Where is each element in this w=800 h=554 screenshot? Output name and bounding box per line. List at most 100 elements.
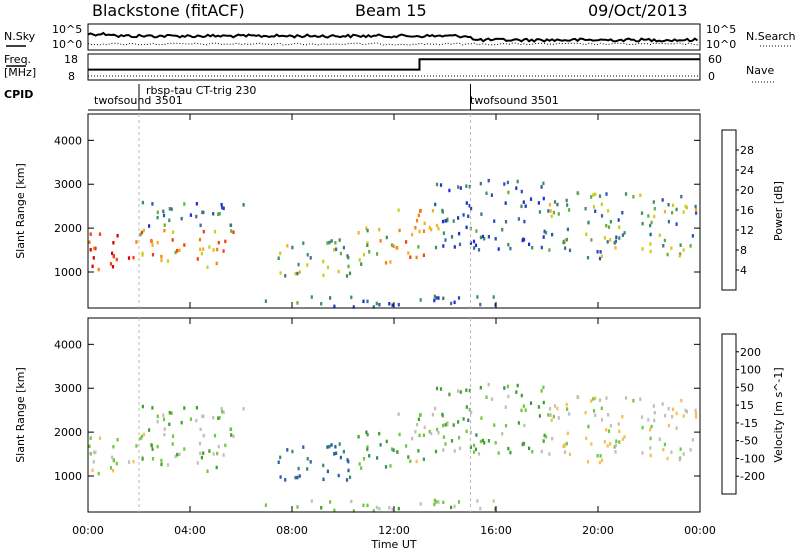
velocity-cell — [689, 448, 692, 452]
power-cell — [529, 197, 533, 201]
velocity-cell — [215, 465, 218, 470]
velocity-cell — [649, 446, 652, 450]
velocity-cell — [494, 441, 497, 445]
power-cell — [168, 218, 171, 223]
velocity-cell — [614, 443, 617, 448]
power-cell — [641, 221, 644, 226]
power-cell — [439, 183, 443, 187]
velocity-cell — [662, 448, 665, 452]
velocity-cell — [632, 399, 635, 403]
power-cell — [347, 264, 350, 269]
velocity-cell — [624, 396, 628, 400]
velocity-cell — [218, 416, 221, 420]
velocity-cell — [398, 432, 401, 437]
power-cell — [416, 218, 419, 223]
power-cell — [180, 216, 183, 221]
power-cell — [229, 223, 232, 227]
velocity-cell — [195, 406, 198, 410]
power-cell — [639, 193, 642, 197]
power-cell — [617, 218, 620, 222]
velocity-cell — [470, 410, 473, 415]
velocity-cell — [89, 452, 92, 456]
power-cell — [160, 258, 163, 263]
velocity-cell — [684, 408, 687, 413]
velocity-cell — [670, 450, 673, 454]
colorbar-tick-label: 100 — [740, 364, 761, 377]
power-cell — [444, 219, 447, 223]
power-cell — [566, 203, 569, 207]
velocity-cell — [667, 407, 670, 411]
power-cell — [333, 304, 336, 309]
power-cell — [338, 238, 341, 242]
time-tick-label: 00:00 — [684, 524, 716, 537]
power-cell — [590, 238, 593, 242]
velocity-cell — [97, 471, 100, 476]
power-cell — [520, 204, 523, 209]
velocity-cell — [614, 450, 617, 454]
power-cell — [649, 232, 652, 237]
velocity-cell — [487, 382, 490, 387]
velocity-cell — [472, 443, 476, 448]
velocity-cell — [606, 444, 609, 448]
power-cell — [218, 212, 221, 216]
power-cell — [398, 228, 401, 233]
velocity-cell — [507, 394, 510, 399]
power-cell — [682, 248, 685, 252]
velocity-cell — [565, 441, 568, 446]
power-cell — [606, 240, 609, 244]
power-cell — [520, 189, 523, 194]
power-cell — [111, 265, 115, 269]
velocity-cell — [453, 504, 456, 509]
power-cell — [609, 238, 612, 242]
power-cell — [176, 248, 179, 253]
power-cell — [618, 225, 621, 229]
velocity-cell — [338, 442, 341, 446]
velocity-cell — [522, 442, 526, 446]
power-cell — [91, 264, 94, 269]
power-cell — [596, 250, 599, 254]
power-cell — [160, 254, 163, 259]
velocity-cell — [540, 449, 543, 454]
velocity-cell — [229, 427, 232, 431]
power-cell — [183, 202, 186, 206]
velocity-cell — [618, 429, 621, 433]
velocity-cell — [549, 413, 552, 417]
velocity-cell — [523, 423, 526, 428]
velocity-cell — [433, 498, 436, 503]
velocity-cell — [160, 458, 163, 463]
power-cell — [433, 294, 436, 299]
power-cell — [662, 244, 665, 248]
velocity-cell — [160, 462, 163, 467]
power-cell — [378, 227, 381, 232]
velocity-cell — [418, 433, 421, 438]
power-cell — [590, 195, 593, 199]
power-cell — [552, 210, 555, 215]
velocity-cell — [342, 449, 345, 454]
velocity-cell — [357, 435, 360, 439]
power-cell — [453, 245, 456, 249]
power-cell — [360, 262, 363, 266]
noise-tick-high-left: 10^5 — [52, 23, 82, 36]
velocity-cell — [446, 422, 449, 427]
power-cell — [151, 243, 154, 247]
velocity-cell — [279, 455, 282, 460]
velocity-cell — [328, 444, 331, 449]
velocity-cell — [481, 438, 485, 443]
power-cell — [220, 202, 223, 207]
power-cell — [459, 186, 462, 190]
power-cell — [162, 209, 165, 214]
velocity-cell — [605, 396, 608, 400]
velocity-cell — [667, 423, 670, 428]
power-cell — [156, 210, 159, 215]
velocity-cell — [345, 478, 349, 482]
velocity-cell — [528, 446, 531, 451]
power-cell — [492, 295, 495, 299]
velocity-cell — [409, 459, 412, 463]
power-cell — [230, 229, 233, 233]
power-cell — [556, 202, 559, 207]
velocity-cell — [199, 427, 202, 432]
velocity-cell — [378, 431, 381, 436]
velocity-cell — [405, 444, 408, 448]
power-cell — [384, 261, 388, 265]
power-colorbar-label: Power [dB] — [772, 181, 785, 241]
